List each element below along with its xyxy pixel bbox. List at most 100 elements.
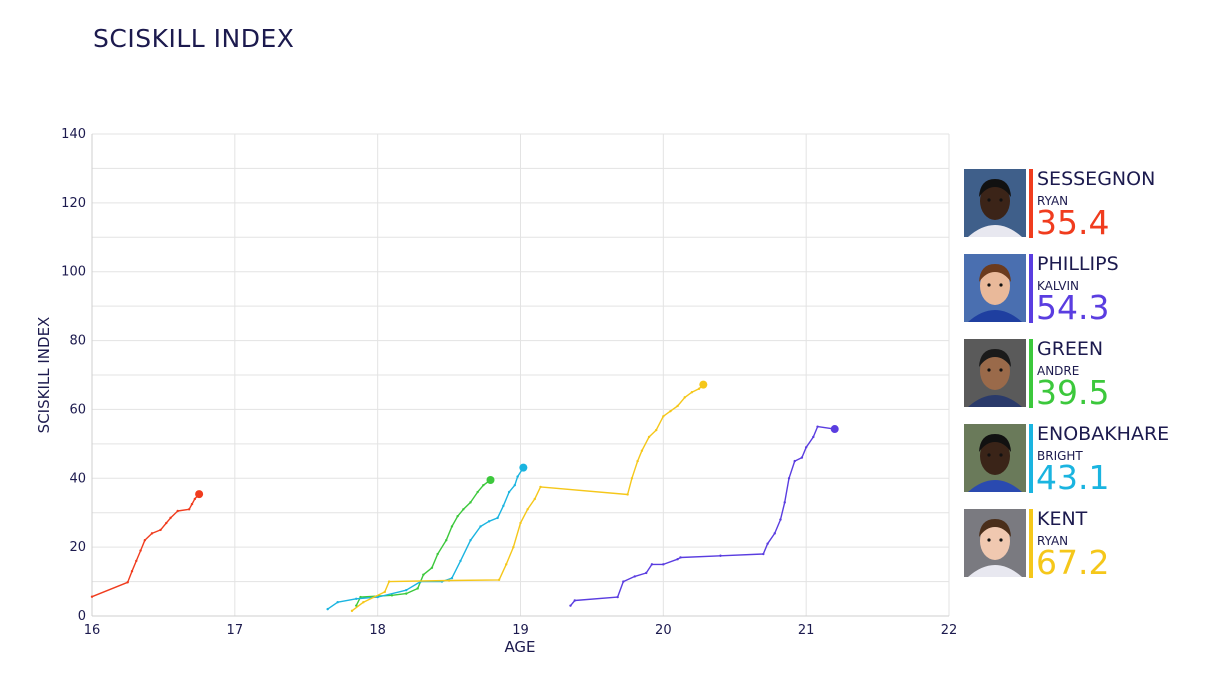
series-point	[616, 595, 619, 599]
series-point	[519, 521, 522, 525]
series-point	[462, 508, 465, 511]
series-point	[450, 525, 454, 528]
series-point	[719, 554, 722, 557]
photo-shirt	[968, 395, 1022, 407]
series-point	[445, 539, 448, 542]
series-point	[190, 502, 194, 506]
series-end-point	[699, 380, 708, 389]
series-point	[416, 587, 419, 590]
series-point	[516, 475, 519, 478]
series-point	[487, 520, 491, 523]
series-point	[459, 559, 462, 563]
x-tick-label: 18	[369, 623, 386, 638]
player-first-name: RYAN	[1037, 534, 1069, 548]
chart-grid	[91, 133, 950, 617]
player-score: 43.1	[1036, 458, 1110, 497]
series-point	[636, 459, 639, 463]
series-point	[496, 516, 499, 520]
photo-face	[980, 267, 1010, 305]
series-point	[150, 532, 154, 535]
series-point	[430, 566, 434, 569]
x-tick-label: 17	[227, 623, 244, 638]
series-point	[654, 428, 658, 432]
photo-hair	[979, 434, 1011, 452]
player-legend: SESSEGNON RYAN 35.4 PHILLIPS KALVIN 54.3…	[964, 168, 1204, 593]
series-point	[513, 483, 516, 487]
series-point	[783, 501, 786, 504]
series-color-bar	[1029, 424, 1033, 493]
y-axis-label: SCISKILL INDEX	[35, 317, 53, 434]
series-point	[165, 521, 168, 525]
legend-card-enobakhare[interactable]: ENOBAKHARE BRIGHT 43.1	[964, 423, 1204, 497]
series-point	[630, 477, 634, 480]
player-score: 39.5	[1036, 373, 1110, 412]
photo-face	[980, 522, 1010, 560]
series-point	[469, 539, 472, 542]
player-first-name: KALVIN	[1037, 279, 1079, 293]
series-point	[193, 497, 197, 501]
photo-hair	[979, 519, 1011, 537]
photo-eye	[999, 453, 1003, 457]
series-point	[326, 607, 329, 611]
series-point	[569, 604, 572, 607]
series-point	[479, 525, 482, 528]
series-point	[662, 563, 665, 566]
series-point	[773, 532, 776, 535]
series-point	[390, 594, 394, 597]
series-point	[469, 501, 472, 504]
legend-card-green[interactable]: GREEN ANDRE 39.5	[964, 338, 1204, 412]
series-point	[387, 580, 391, 583]
photo-shirt	[968, 480, 1022, 492]
x-tick-label: 20	[655, 623, 672, 638]
legend-card-sessegnon[interactable]: SESSEGNON RYAN 35.4	[964, 168, 1204, 240]
series-point	[383, 590, 387, 594]
series-point	[169, 516, 172, 520]
series-point	[507, 490, 511, 494]
x-tick-label: 16	[84, 623, 101, 638]
series-end-point	[486, 476, 495, 485]
player-photo-icon	[964, 254, 1026, 322]
series-point	[130, 570, 134, 573]
photo-face	[980, 352, 1010, 390]
series-point	[800, 456, 804, 459]
series-point	[436, 552, 439, 556]
series-point	[143, 539, 147, 542]
series-point	[450, 576, 454, 580]
series-point	[362, 601, 365, 604]
series-line-kent	[351, 384, 704, 612]
legend-card-kent[interactable]: KENT RYAN 67.2	[964, 508, 1204, 582]
series-end-point	[195, 490, 204, 499]
series-point	[533, 497, 536, 501]
player-photo-icon	[964, 169, 1026, 237]
player-first-name: RYAN	[1037, 194, 1069, 208]
series-point	[159, 528, 162, 532]
x-tick-label: 22	[941, 623, 958, 638]
photo-eye	[999, 198, 1003, 202]
x-axis-label: AGE	[504, 638, 535, 656]
player-last-name: PHILLIPS	[1037, 253, 1119, 275]
player-photo-icon	[964, 169, 1026, 237]
photo-shirt	[968, 565, 1022, 577]
series-point	[793, 459, 796, 463]
series-point	[633, 575, 636, 578]
player-last-name: SESSEGNON	[1037, 168, 1156, 190]
player-last-name: GREEN	[1037, 338, 1104, 360]
series-point	[779, 518, 782, 521]
x-tick-label: 19	[512, 623, 529, 638]
series-point	[683, 396, 686, 399]
page-title: SCISKILL INDEX	[93, 24, 295, 53]
y-tick-label: 40	[69, 471, 86, 486]
series-point	[512, 545, 515, 549]
series-point	[573, 599, 576, 602]
series-point	[355, 597, 358, 600]
series-point	[626, 493, 629, 496]
photo-eye	[987, 283, 991, 287]
series-point	[697, 387, 701, 390]
photo-hair	[979, 264, 1011, 282]
series-line-green	[355, 479, 491, 607]
player-score: 67.2	[1036, 543, 1110, 582]
legend-card-phillips[interactable]: PHILLIPS KALVIN 54.3	[964, 253, 1204, 325]
player-photo-icon	[964, 424, 1026, 492]
series-end-point	[519, 463, 528, 472]
photo-face	[980, 437, 1010, 475]
